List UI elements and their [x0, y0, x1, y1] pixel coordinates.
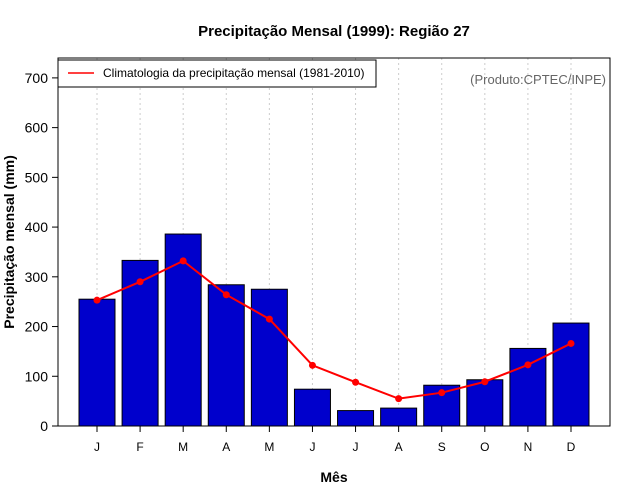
- climatology-line: [96, 259, 572, 400]
- x-tick-label: J: [353, 440, 359, 454]
- x-axis-label: Mês: [320, 469, 347, 485]
- climatology-points: [93, 257, 575, 403]
- y-tick-label: 500: [25, 169, 49, 185]
- climatology-point: [352, 378, 360, 386]
- bar: [207, 284, 245, 427]
- x-tick-label: O: [480, 440, 489, 454]
- x-tick-label: J: [94, 440, 100, 454]
- climatology-point: [222, 291, 230, 299]
- x-tick-label: A: [222, 440, 230, 454]
- x-tick-label: J: [309, 440, 315, 454]
- bar: [380, 407, 418, 427]
- y-tick-label: 600: [25, 120, 49, 136]
- y-axis: 0 100 200 300 400 500 600 700: [25, 70, 58, 434]
- x-tick-label: F: [136, 440, 143, 454]
- climatology-point: [136, 278, 144, 286]
- bar: [552, 322, 590, 427]
- climatology-point: [93, 296, 101, 304]
- y-tick-label: 0: [40, 418, 48, 434]
- bars: [78, 233, 590, 427]
- credit-annotation: (Produto:CPTEC/INPE): [470, 72, 606, 87]
- legend: Climatologia da precipitação mensal (198…: [57, 59, 377, 88]
- bar: [337, 410, 375, 427]
- y-axis-label: Precipitação mensal (mm): [1, 155, 17, 329]
- bar: [250, 288, 288, 427]
- y-tick-label: 100: [25, 368, 49, 384]
- y-tick-label: 200: [25, 319, 49, 335]
- y-tick-label: 400: [25, 219, 49, 235]
- climatology-point: [265, 315, 273, 323]
- bar: [121, 259, 159, 427]
- x-tick-label: A: [395, 440, 403, 454]
- plot-frame: [57, 57, 611, 427]
- x-tick-label: N: [524, 440, 533, 454]
- climatology-point: [481, 378, 489, 386]
- climatology-point: [179, 257, 187, 265]
- climatology-line-path: [96, 259, 572, 400]
- bar: [78, 298, 116, 427]
- y-tick-label: 300: [25, 269, 49, 285]
- climatology-point: [395, 395, 403, 403]
- climatology-point: [308, 361, 316, 369]
- y-tick-label: 700: [25, 70, 49, 86]
- bar: [293, 388, 331, 427]
- x-tick-label: M: [178, 440, 188, 454]
- climatology-point: [438, 389, 446, 397]
- legend-box: [57, 59, 377, 88]
- x-tick-label: M: [264, 440, 274, 454]
- bar: [466, 379, 504, 427]
- climatology-point: [567, 339, 575, 347]
- x-tick-label: D: [567, 440, 576, 454]
- legend-label: Climatologia da precipitação mensal (198…: [103, 66, 364, 80]
- chart-title: Precipitação Mensal (1999): Região 27: [198, 23, 470, 40]
- climatology-point: [524, 361, 532, 369]
- x-tick-label: S: [438, 440, 446, 454]
- bar: [509, 347, 547, 427]
